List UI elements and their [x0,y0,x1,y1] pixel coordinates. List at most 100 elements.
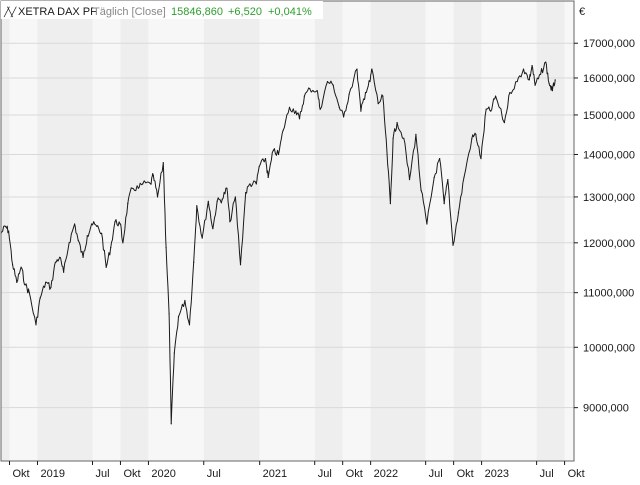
data-point [162,162,164,164]
data-point [298,118,301,120]
x-axis: Okt 2019 Jul Okt 2020 Jul 2021 Jul Okt 2022 Jul Okt… [9,461,585,480]
data-point [105,266,107,268]
data-point [114,221,116,223]
data-point [264,157,267,160]
data-point [551,90,554,92]
data-point [288,106,291,108]
data-point [28,292,30,294]
data-point [152,174,154,176]
data-point [156,196,159,198]
data-point [131,187,133,189]
data-point [54,261,57,263]
data-point [86,235,88,237]
x-tick-label: Jul [207,468,221,480]
data-point [184,299,186,302]
series-layer[interactable] [0,61,556,425]
data-point [494,95,497,97]
data-point [11,264,14,266]
data-point [142,183,144,185]
change-absolute: +6,520 [228,6,262,18]
data-point [207,200,209,202]
period-band [1,1,10,461]
data-point [226,187,228,189]
data-point [90,223,93,225]
data-point [101,232,103,234]
data-point [303,95,305,97]
period-bands [1,1,574,461]
data-point [447,178,449,181]
data-point [316,90,318,92]
data-point [356,68,358,70]
data-point [503,122,505,124]
data-point [471,137,473,139]
data-point [272,149,274,152]
x-tick-label: Okt [457,468,474,480]
data-point [119,223,121,225]
data-point [258,166,260,168]
data-point [396,122,398,124]
data-point [216,200,218,202]
y-tick-label: 16000,000 [583,73,635,85]
x-tick-label: Jul [540,468,554,480]
x-tick-label: 2021 [263,468,287,480]
data-point [149,183,152,185]
y-tick-label: 10000,000 [583,342,635,354]
data-point [548,82,550,84]
data-point [73,223,76,225]
data-point [110,247,112,249]
x-tick-label: Jul [429,468,443,480]
data-point [229,221,231,223]
period-band [425,1,454,461]
data-point [35,324,37,326]
data-point [24,284,26,286]
period-band [481,1,537,461]
instrument-name[interactable]: XETRA DAX PF [18,6,97,18]
data-point [408,178,411,181]
data-point [420,189,422,191]
x-tick-label: Jul [95,468,109,480]
data-point [516,80,518,83]
data-point [255,183,257,185]
data-point [295,110,297,112]
period-band [564,1,574,461]
data-point [277,153,280,156]
data-point [68,242,70,244]
data-point [282,129,284,132]
data-point [173,352,175,354]
data-point [452,244,454,246]
period-label[interactable]: Täglich [Close] [93,6,166,18]
data-point [389,202,391,205]
data-point [127,202,129,205]
data-point [369,80,371,83]
y-tick-label: 17000,000 [583,38,635,50]
y-tick-label: 15000,000 [583,110,635,122]
data-point [201,237,203,239]
data-point [382,95,384,97]
data-point [554,79,556,81]
period-band [314,1,343,461]
data-point [386,153,388,156]
data-point [480,157,482,160]
data-point [364,91,367,94]
data-point [439,157,441,160]
data-point [168,313,170,315]
x-tick-label: Okt [346,468,363,480]
data-point [45,281,47,283]
data-point [531,64,533,67]
x-tick-label: 2023 [485,468,509,480]
data-point [534,84,536,86]
data-point [59,256,61,258]
data-point [234,196,236,198]
y-tick-label: 14000,000 [583,149,635,161]
data-point [137,187,139,189]
period-band [536,1,565,461]
data-point [170,423,172,425]
data-point [475,133,477,135]
data-point [177,316,180,318]
data-point [360,110,362,112]
y-axis: 9000,000 10000,000 11000,000 12000,000 13000… [574,38,635,415]
data-point [319,108,321,110]
data-point [193,261,195,263]
data-point [403,137,405,139]
